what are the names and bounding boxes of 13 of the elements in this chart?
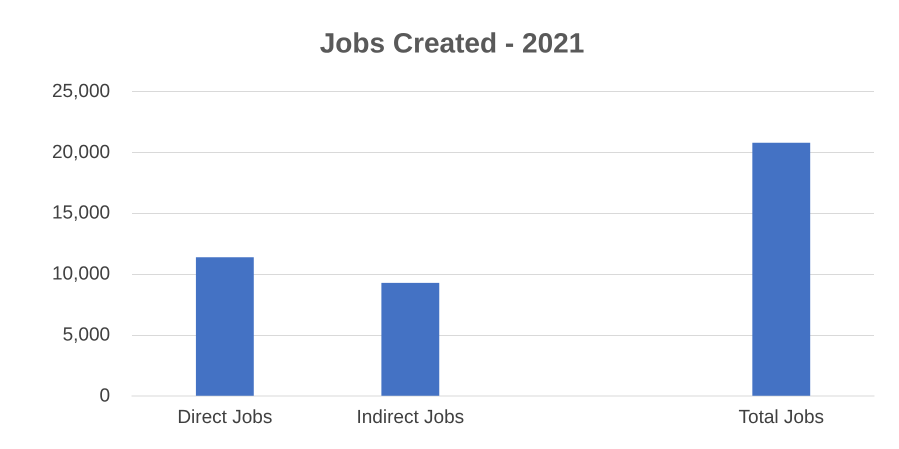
x-tick-label: Total Jobs: [738, 406, 824, 428]
y-tick-label: 5,000: [62, 324, 110, 346]
y-tick-label: 25,000: [52, 80, 110, 102]
bar: [752, 142, 810, 396]
y-tick-label: 10,000: [52, 264, 110, 285]
x-tick-label: Indirect Jobs: [356, 406, 464, 428]
bar: [196, 257, 254, 396]
y-tick-label: 20,000: [52, 142, 110, 163]
y-tick-label: 15,000: [52, 202, 110, 224]
chart-title: Jobs Created - 2021: [320, 28, 584, 59]
x-tick-label: Direct Jobs: [177, 406, 272, 428]
y-tick-label: 0: [100, 385, 110, 406]
bar: [381, 282, 440, 396]
